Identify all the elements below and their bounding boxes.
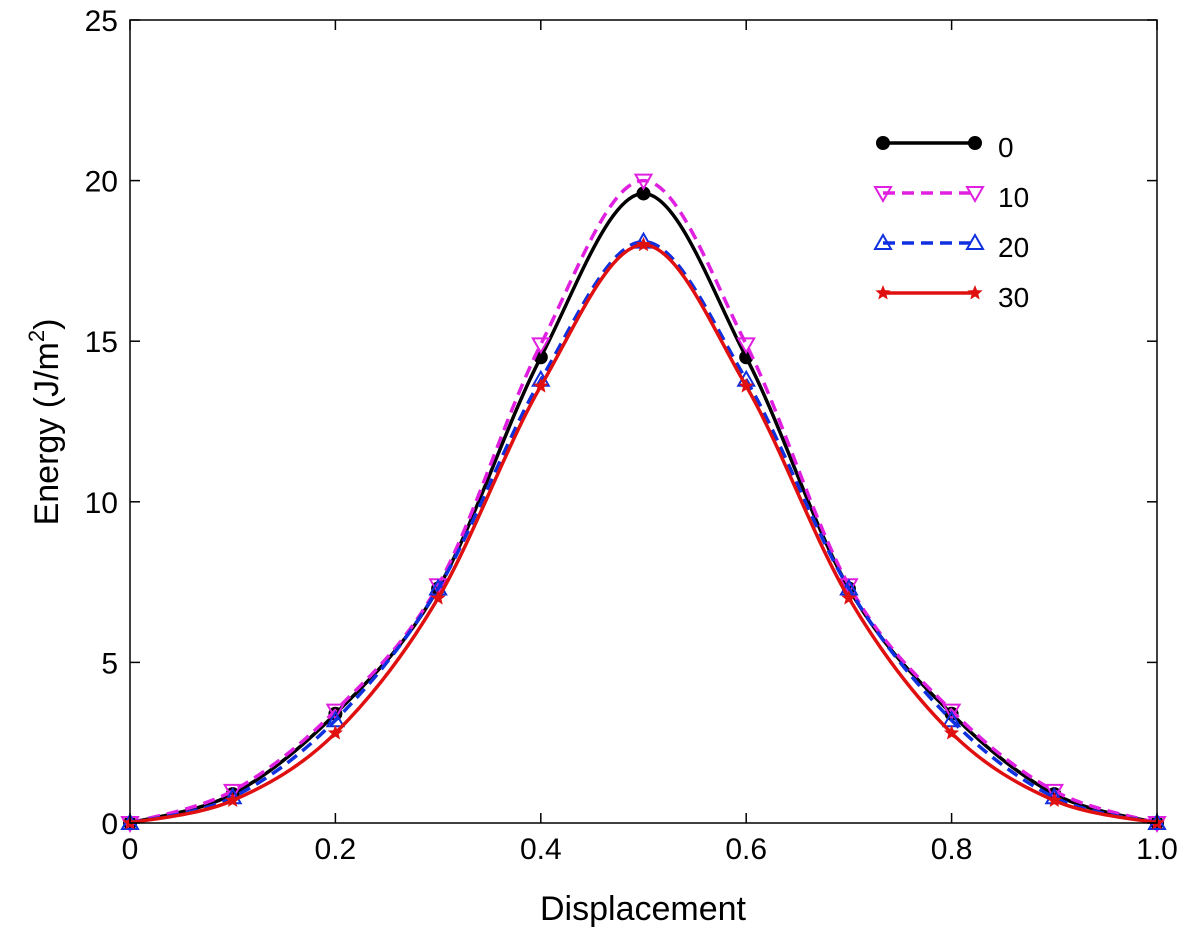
data-point xyxy=(531,337,551,355)
series-30 xyxy=(122,236,1165,830)
y-tick-label: 10 xyxy=(85,487,118,520)
data-point xyxy=(225,792,241,807)
legend-marker xyxy=(968,136,982,150)
series-10 xyxy=(120,173,1167,834)
data-point xyxy=(1046,792,1062,807)
series-line xyxy=(129,178,1158,825)
data-point xyxy=(325,703,346,721)
x-tick-label: 0.8 xyxy=(931,833,973,866)
x-tick-label: 0 xyxy=(122,833,139,866)
legend-marker xyxy=(873,186,893,204)
legend-marker xyxy=(965,186,985,204)
data-point xyxy=(941,703,962,721)
data-point xyxy=(533,378,549,393)
y-tick-label: 25 xyxy=(85,5,118,38)
legend-marker xyxy=(967,285,983,300)
data-point xyxy=(1044,783,1065,801)
legend-marker xyxy=(876,136,890,150)
data-point xyxy=(636,186,651,201)
data-point xyxy=(430,590,446,605)
data-point xyxy=(327,725,344,740)
data-point xyxy=(222,783,243,801)
y-tick-label: 5 xyxy=(101,647,118,680)
y-axis-label: Energy (J/m2) xyxy=(24,319,66,526)
plot-frame xyxy=(129,19,1158,824)
legend-marker xyxy=(875,285,891,300)
legend: 0 10 20 30 xyxy=(873,132,1029,313)
legend-marker xyxy=(873,232,893,250)
x-tick-label: 1.0 xyxy=(1136,833,1178,866)
legend-label: 30 xyxy=(998,282,1029,313)
data-point xyxy=(841,590,857,605)
data-point xyxy=(943,725,960,740)
legend-label: 10 xyxy=(998,182,1029,213)
series-line xyxy=(129,243,1158,825)
x-tick-label: 0.6 xyxy=(725,833,767,866)
series-line xyxy=(129,239,1158,825)
x-tick-label: 0.4 xyxy=(520,833,562,866)
data-point xyxy=(736,337,756,355)
data-point xyxy=(633,173,654,191)
series-20 xyxy=(120,231,1167,830)
legend-marker xyxy=(965,232,985,250)
data-point xyxy=(738,378,754,393)
x-tick-label: 0.2 xyxy=(315,833,357,866)
data-point xyxy=(635,236,652,252)
x-axis-label: Displacement xyxy=(540,890,747,928)
legend-label: 0 xyxy=(998,132,1014,163)
y-tick-label: 15 xyxy=(85,326,118,359)
legend-label: 20 xyxy=(998,232,1029,263)
y-tick-label: 20 xyxy=(85,166,118,199)
y-tick-label: 0 xyxy=(101,808,118,841)
